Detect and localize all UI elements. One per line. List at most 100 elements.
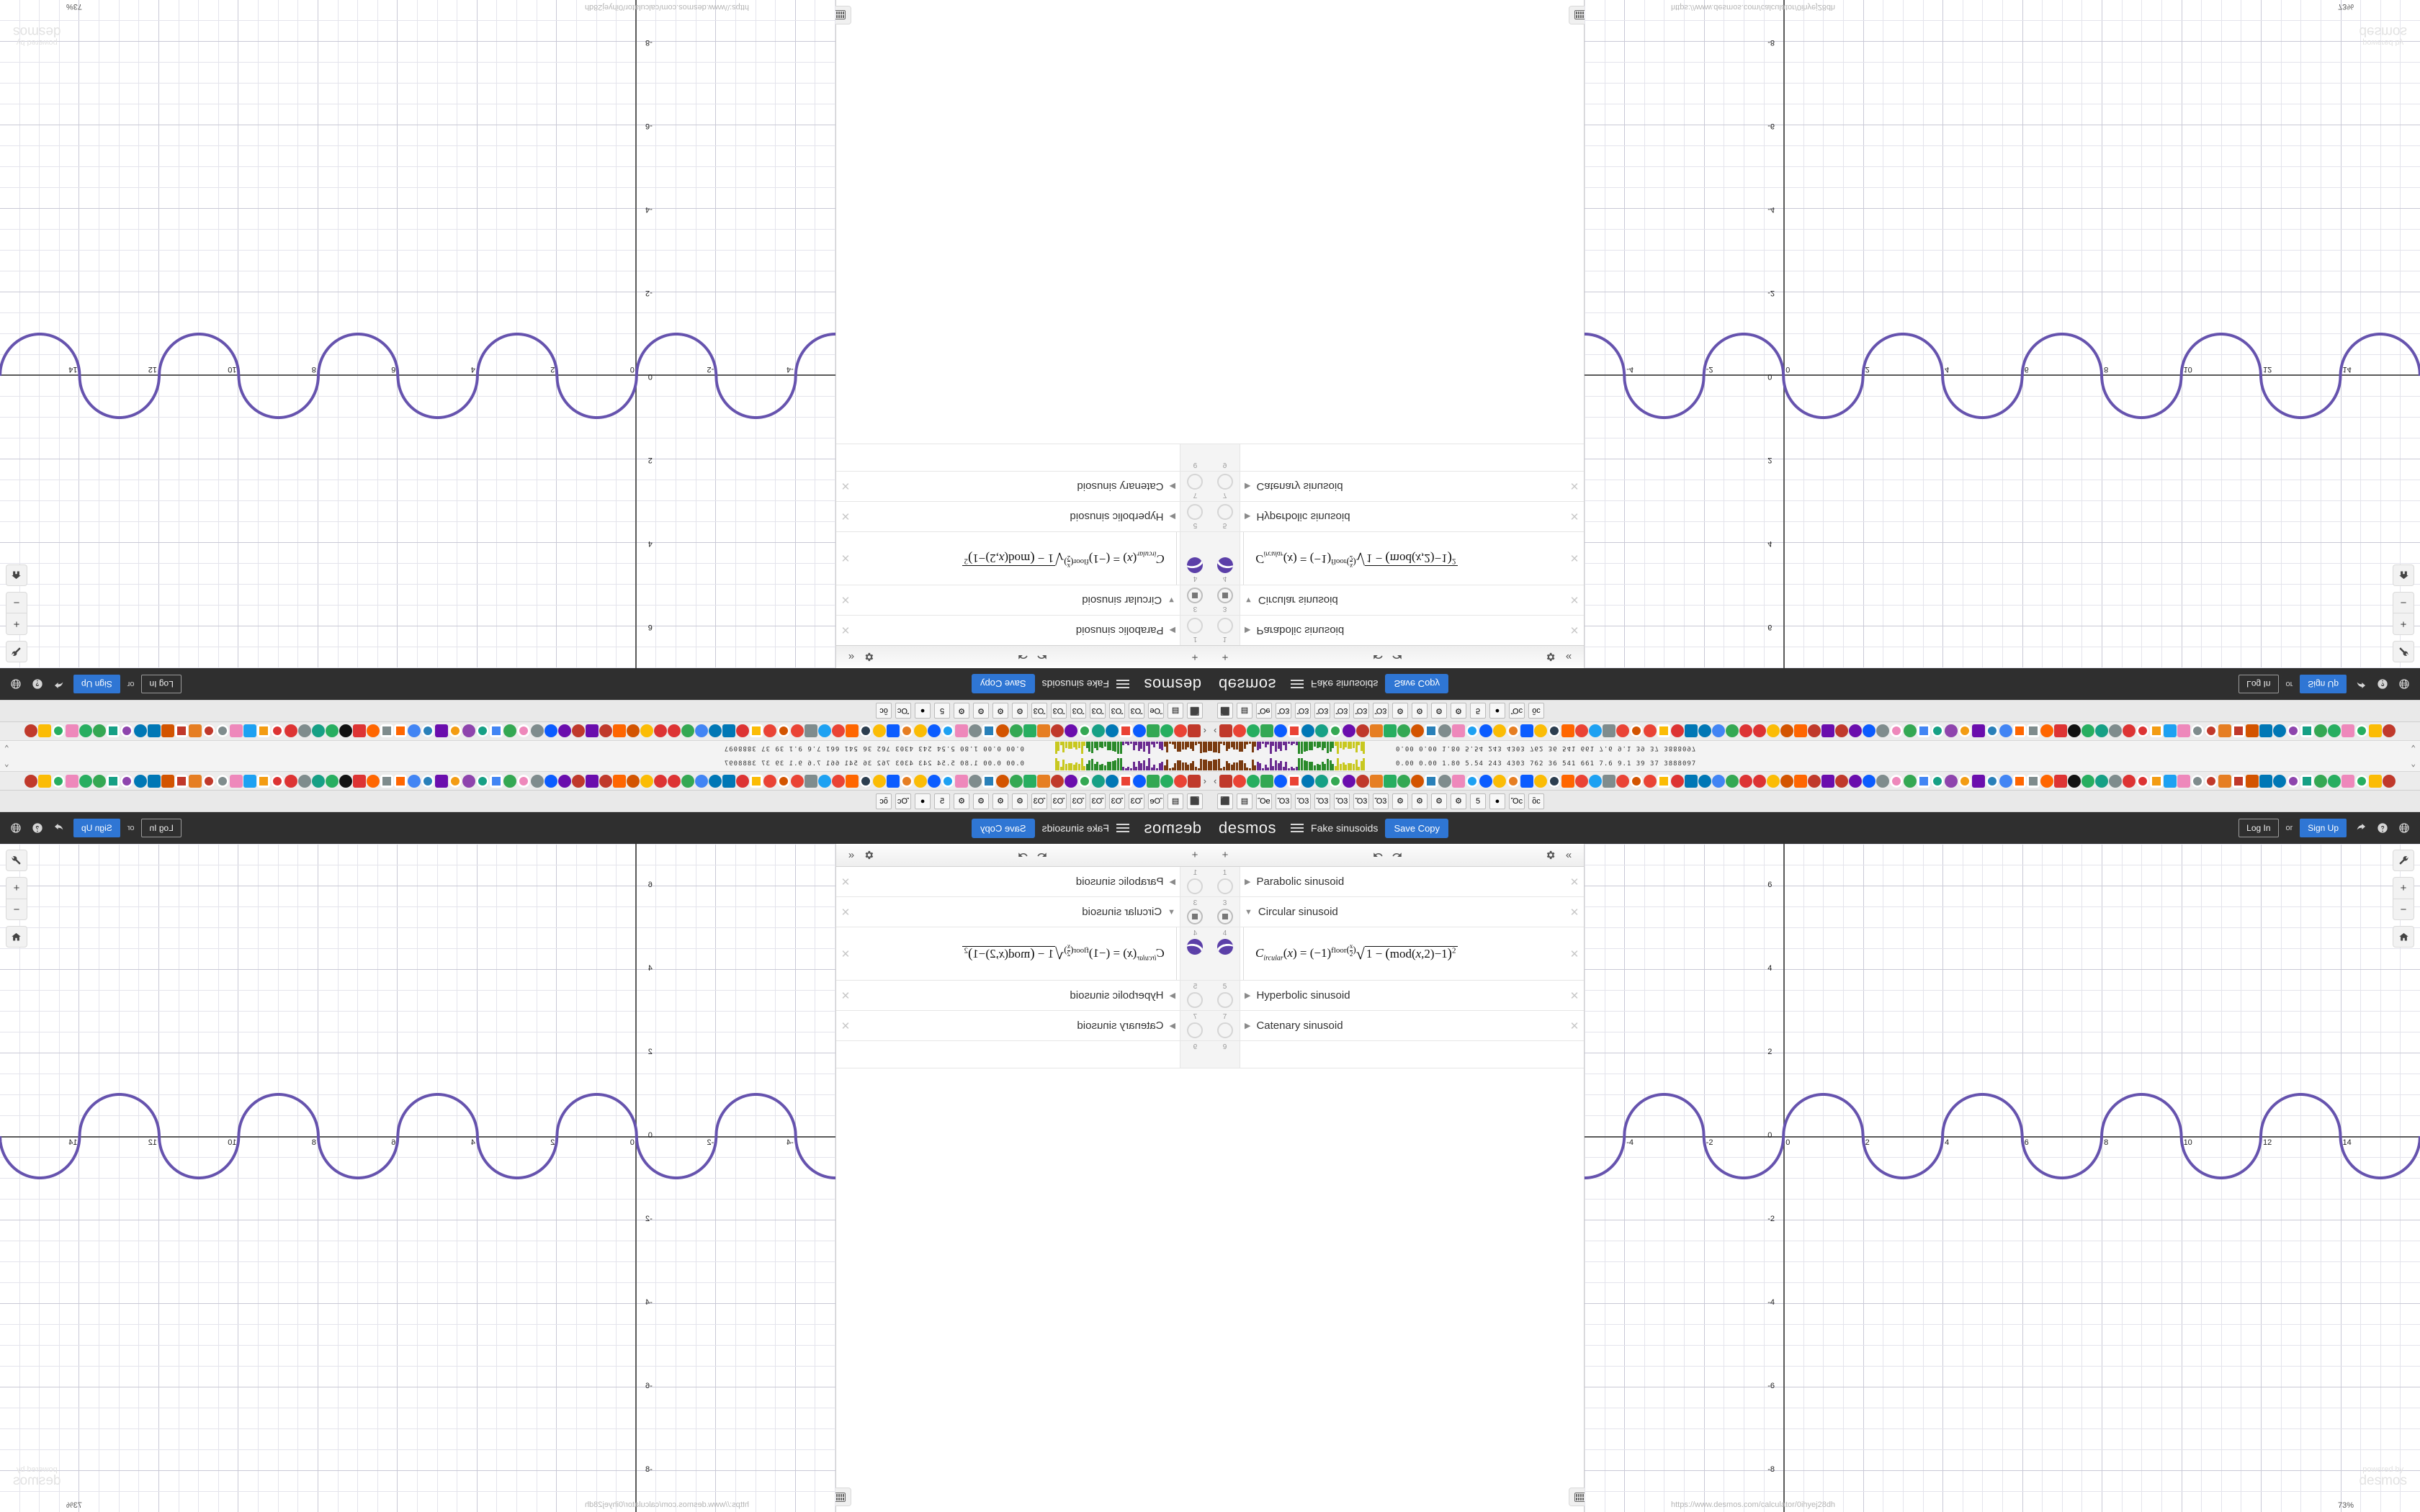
graph-tools[interactable]: + − xyxy=(6,564,27,662)
launcher-button[interactable]: ⬛ xyxy=(1187,793,1203,809)
graph-canvas[interactable]: -4 -2 0 2 4 6 8 10 12 14 6 4 2 0 -2 -4 -6 -8 + − powered … xyxy=(0,844,835,1512)
sign-up-button[interactable]: Sign Up xyxy=(2300,819,2347,837)
collapse-panel-button[interactable]: « xyxy=(1559,648,1578,667)
bookmark-favicon[interactable] xyxy=(1630,775,1643,788)
bookmark-favicon[interactable] xyxy=(531,775,544,788)
browser-zoom-level[interactable]: 73% xyxy=(66,2,82,11)
folder-label[interactable]: Catenary sinusoid xyxy=(1077,480,1163,492)
browser-zoom-level[interactable]: 73% xyxy=(2338,1501,2354,1510)
bookmark-favicon[interactable] xyxy=(750,775,763,788)
launcher-button[interactable]: Ὅ3 xyxy=(1334,793,1350,809)
bookmark-favicon[interactable] xyxy=(1890,775,1903,788)
bookmark-favicon[interactable] xyxy=(449,775,462,788)
bookmark-favicon[interactable] xyxy=(517,725,530,738)
back-icon[interactable]: ‹ xyxy=(1201,775,1209,786)
bookmark-favicon[interactable] xyxy=(517,775,530,788)
bookmark-favicon[interactable] xyxy=(1219,725,1232,738)
bookmark-favicon[interactable] xyxy=(613,725,626,738)
sign-up-button[interactable]: Sign Up xyxy=(73,675,120,693)
bookmark-favicon[interactable] xyxy=(1958,725,1971,738)
bookmark-favicon[interactable] xyxy=(709,775,722,788)
bookmark-favicon[interactable] xyxy=(1589,725,1602,738)
launcher-bar[interactable]: ⬛ ▤ Ὃe Ὅ3 Ὅ3 Ὅ3 Ὅ3 Ὅ3 Ὅ3 ⚙ ⚙ ⚙ ⚙ ὚5 ● Ὅc ὃc xyxy=(0,791,1210,812)
collapse-panel-button[interactable]: « xyxy=(842,846,861,865)
launcher-button[interactable]: Ὅ3 xyxy=(1373,703,1389,719)
share-icon[interactable] xyxy=(2354,677,2368,691)
expression-content[interactable]: ▶ Hyperbolic sinusoid xyxy=(855,981,1180,1010)
bookmarks-bar[interactable]: ‹ xyxy=(0,721,1210,740)
curve-color-swatch[interactable] xyxy=(1188,557,1204,573)
bookmark-favicon[interactable] xyxy=(900,775,913,788)
log-in-button[interactable]: Log In xyxy=(141,675,181,693)
bookmark-favicon[interactable] xyxy=(24,775,37,788)
bookmark-favicon[interactable] xyxy=(1260,775,1273,788)
bookmark-favicon[interactable] xyxy=(1835,775,1848,788)
bookmark-favicon[interactable] xyxy=(1247,725,1260,738)
bookmark-favicon[interactable] xyxy=(1794,725,1807,738)
zoom-in-button[interactable]: + xyxy=(6,877,27,899)
expression-row[interactable]: 1 ▶ Parabolic sinusoid ✕ xyxy=(836,867,1210,897)
redo-icon[interactable] xyxy=(1388,846,1407,865)
bookmark-favicon[interactable] xyxy=(449,725,462,738)
gear-icon[interactable] xyxy=(1541,846,1559,865)
bookmark-favicon[interactable] xyxy=(2136,775,2149,788)
bookmark-favicon[interactable] xyxy=(1821,775,1834,788)
bookmark-favicon[interactable] xyxy=(695,775,708,788)
bookmark-favicon[interactable] xyxy=(66,775,79,788)
chevron-right-icon[interactable]: ▶ xyxy=(1170,512,1175,521)
launcher-button[interactable]: ⚙ xyxy=(1392,703,1408,719)
chevron-right-icon[interactable]: ▶ xyxy=(1170,626,1175,635)
launcher-button[interactable]: Ὅ3 xyxy=(1109,703,1125,719)
delete-expression-icon[interactable]: ✕ xyxy=(836,585,855,615)
visibility-toggle[interactable] xyxy=(1188,588,1204,603)
delete-expression-icon[interactable]: ✕ xyxy=(1565,1011,1584,1040)
bookmark-favicon[interactable] xyxy=(2287,775,2300,788)
expression-content[interactable]: ▶ Parabolic sinusoid xyxy=(855,616,1180,645)
bookmark-favicon[interactable] xyxy=(996,775,1009,788)
bookmark-favicon[interactable] xyxy=(1849,775,1862,788)
graph-canvas[interactable]: -4 -2 0 2 4 6 8 10 12 14 6 4 2 0 -2 -4 -6 -8 + − powered … xyxy=(0,0,835,668)
bookmark-favicon[interactable] xyxy=(107,775,120,788)
share-icon[interactable] xyxy=(52,821,66,835)
bookmark-favicon[interactable] xyxy=(421,775,434,788)
bookmark-favicon[interactable] xyxy=(1023,725,1036,738)
bookmark-favicon[interactable] xyxy=(1534,775,1547,788)
desmos-logo[interactable]: desmos xyxy=(1144,675,1201,693)
bookmark-favicon[interactable] xyxy=(750,725,763,738)
launcher-button[interactable]: ὃc xyxy=(1528,793,1544,809)
bookmark-favicon[interactable] xyxy=(777,775,790,788)
bookmark-favicon[interactable] xyxy=(1106,725,1119,738)
bookmark-favicon[interactable] xyxy=(243,725,256,738)
bookmark-favicon[interactable] xyxy=(1671,775,1684,788)
bookmark-favicon[interactable] xyxy=(681,775,694,788)
bookmark-favicon[interactable] xyxy=(1078,775,1091,788)
expression-row[interactable]: 4Circular(x) = (−1)floor(x2)√1 − (mod(x,… xyxy=(1210,531,1584,585)
bookmark-favicon[interactable] xyxy=(1603,725,1615,738)
bookmark-favicon[interactable] xyxy=(298,725,311,738)
bookmark-favicon[interactable] xyxy=(2123,775,2136,788)
chevron-down-icon[interactable]: ▼ xyxy=(1245,908,1252,917)
bookmark-favicon[interactable] xyxy=(1384,775,1397,788)
bookmark-favicon[interactable] xyxy=(380,725,393,738)
language-globe-icon[interactable] xyxy=(2397,677,2411,691)
bookmark-favicon[interactable] xyxy=(298,775,311,788)
bookmark-favicon[interactable] xyxy=(93,725,106,738)
bookmark-favicon[interactable] xyxy=(1301,725,1314,738)
expression-row[interactable]: 3 ▼ Circular sinusoid ✕ xyxy=(1210,585,1584,615)
bookmark-favicon[interactable] xyxy=(996,725,1009,738)
curve-color-swatch[interactable] xyxy=(1217,939,1233,955)
bookmark-favicon[interactable] xyxy=(818,775,831,788)
back-icon[interactable]: ‹ xyxy=(1211,775,1219,786)
bookmark-favicon[interactable] xyxy=(1092,725,1105,738)
bookmark-favicon[interactable] xyxy=(2109,775,2122,788)
bookmark-favicon[interactable] xyxy=(490,725,503,738)
bookmark-favicon[interactable] xyxy=(900,725,913,738)
bookmark-favicon[interactable] xyxy=(1466,775,1479,788)
bookmark-favicon[interactable] xyxy=(2246,775,2259,788)
bookmark-favicon[interactable] xyxy=(832,725,845,738)
bookmark-favicon[interactable] xyxy=(1174,775,1187,788)
launcher-button[interactable]: ▤ xyxy=(1237,703,1252,719)
bookmark-favicon[interactable] xyxy=(928,775,941,788)
undo-icon[interactable] xyxy=(1033,648,1052,667)
launcher-button[interactable]: Ὃe xyxy=(1256,703,1272,719)
